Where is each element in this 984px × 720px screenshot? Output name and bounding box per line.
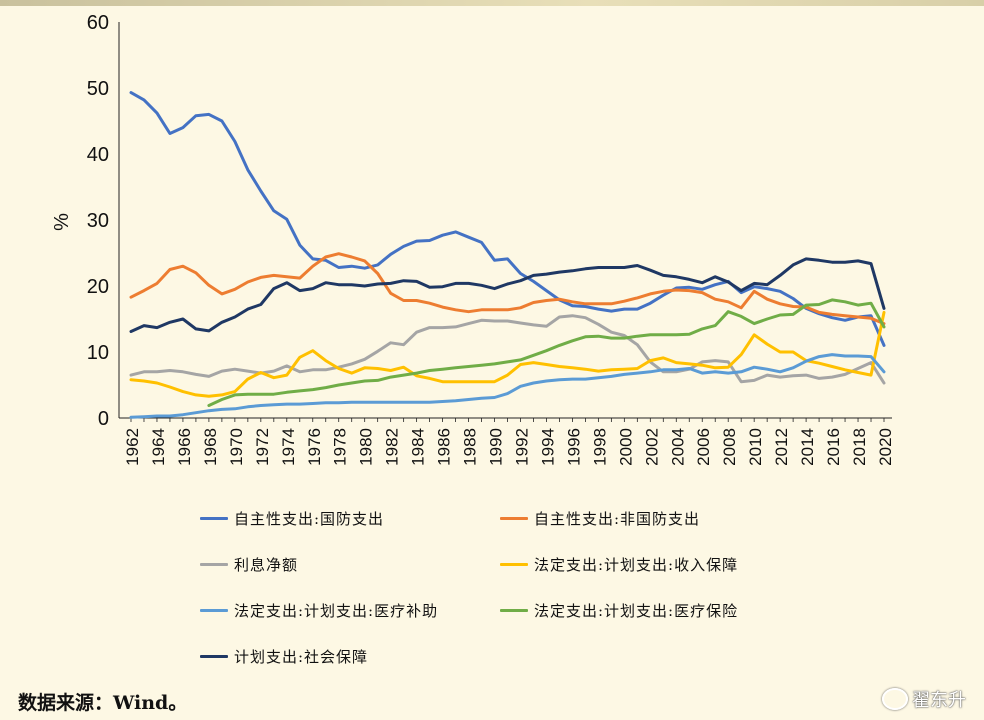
legend-swatch (200, 563, 228, 566)
chart-legend: 自主性支出:国防支出 自主性支出:非国防支出 利息净额 法定支出:计划支出:收入保障法… (200, 508, 820, 678)
series-line-7 (129, 257, 886, 333)
x-tick-label: 2014 (798, 428, 817, 466)
x-tick-label: 2020 (876, 428, 895, 466)
y-axis-title: % (51, 213, 73, 231)
legend-label: 计划支出:社会保障 (234, 648, 369, 666)
y-tick-label: 0 (98, 408, 109, 430)
legend-item: 法定支出:计划支出:收入保障 (500, 554, 738, 575)
x-tick-label: 1994 (538, 428, 557, 466)
legend-item: 利息净额 (200, 554, 298, 575)
series-line-6 (207, 298, 886, 407)
y-tick-label: 40 (87, 144, 109, 166)
y-tick-label: 60 (87, 12, 109, 34)
x-tick-label: 2002 (642, 428, 661, 466)
x-tick-label: 1972 (253, 428, 272, 466)
watermark: 翟东升 (882, 686, 966, 712)
legend-swatch (500, 609, 528, 612)
series-line-1 (129, 91, 886, 347)
legend-item: 计划支出:社会保障 (200, 646, 368, 667)
legend-label: 法定支出:计划支出:医疗补助 (234, 602, 439, 620)
weibo-icon (882, 688, 908, 710)
legend-item: 法定支出:计划支出:医疗补助 (200, 600, 438, 621)
x-tick-label: 1962 (123, 428, 142, 466)
x-tick-label: 2010 (746, 428, 765, 466)
x-tick-label: 2008 (720, 428, 739, 466)
x-tick-label: 2018 (850, 428, 869, 466)
x-tick-label: 1978 (331, 428, 350, 466)
series-line-5 (129, 353, 886, 419)
legend-label: 自主性支出:非国防支出 (534, 510, 701, 528)
x-tick-label: 1970 (227, 428, 246, 466)
legend-item: 自主性支出:国防支出 (200, 508, 384, 529)
legend-item: 法定支出:计划支出:医疗保险 (500, 600, 738, 621)
y-tick-label: 50 (87, 78, 109, 100)
top-decorative-band (0, 0, 984, 6)
x-tick-label: 2006 (694, 428, 713, 466)
x-tick-label: 2016 (824, 428, 843, 466)
series-line-4 (129, 310, 886, 398)
line-chart: 0 10 20 30 40 50 60% 1962 1964 1966 1968 1970 1972 19… (51, 12, 895, 466)
x-tick-label: 1968 (201, 428, 220, 466)
legend-item: 自主性支出:非国防支出 (500, 508, 700, 529)
x-tick-label: 1980 (357, 428, 376, 466)
x-tick-label: 1982 (383, 428, 402, 466)
x-tick-label: 2012 (772, 428, 791, 466)
x-tick-label: 1988 (461, 428, 480, 466)
series-line-3 (129, 314, 886, 385)
y-tick-label: 30 (87, 210, 109, 232)
source-note: 数据来源：Wind。 (18, 692, 188, 714)
legend-swatch (200, 517, 228, 520)
watermark-text: 翟东升 (912, 690, 966, 711)
x-tick-label: 1984 (409, 428, 428, 466)
x-tick-label: 1996 (564, 428, 583, 466)
legend-label: 法定支出:计划支出:收入保障 (534, 556, 739, 574)
legend-swatch (200, 655, 228, 658)
x-tick-label: 1990 (487, 428, 506, 466)
y-tick-label: 20 (87, 276, 109, 298)
legend-swatch (500, 563, 528, 566)
legend-swatch (200, 609, 228, 612)
x-tick-label: 1966 (175, 428, 194, 466)
y-tick-label: 10 (87, 342, 109, 364)
series-line-2 (129, 252, 886, 326)
x-tick-label: 1976 (305, 428, 324, 466)
legend-label: 自主性支出:国防支出 (234, 510, 385, 528)
x-tick-label: 1974 (279, 428, 298, 466)
legend-swatch (500, 517, 528, 520)
legend-label: 利息净额 (234, 556, 299, 574)
x-tick-label: 2004 (668, 428, 687, 466)
x-tick-label: 2000 (616, 428, 635, 466)
x-tick-label: 1998 (590, 428, 609, 466)
x-tick-label: 1964 (149, 428, 168, 466)
legend-label: 法定支出:计划支出:医疗保险 (534, 602, 739, 620)
x-tick-label: 1986 (435, 428, 454, 466)
x-tick-label: 1992 (512, 428, 531, 466)
